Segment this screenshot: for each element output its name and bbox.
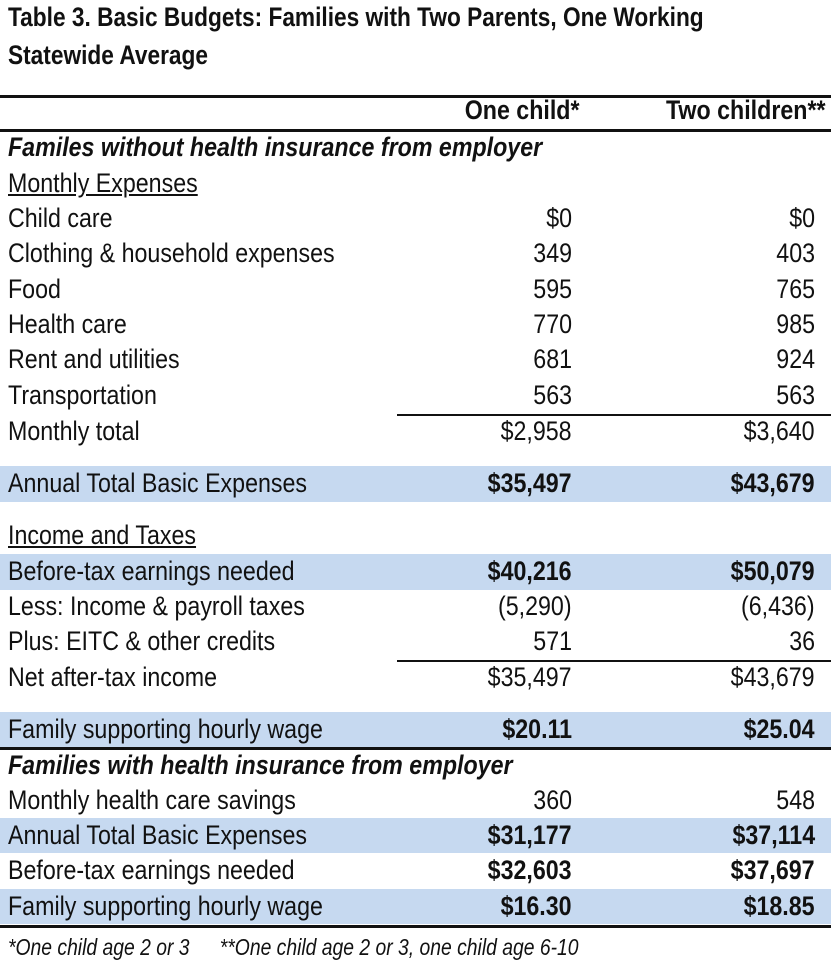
value-two-children: 563 [776, 380, 815, 410]
value-one-child: $2,958 [500, 416, 572, 446]
value-one-child: $0 [546, 203, 572, 233]
value-two-children: $37,697 [731, 855, 815, 885]
table-row-net-income: Net after-tax income $35,497 $43,679 [0, 660, 831, 695]
value-one-child: $32,603 [488, 855, 572, 885]
subtotal-rule [397, 414, 831, 416]
row-label: Plus: EITC & other credits [8, 626, 276, 656]
row-label: Transportation [8, 380, 157, 410]
row-label: Net after-tax income [8, 662, 218, 692]
table-row: Food 595 765 [0, 272, 831, 307]
table-title: Table 3. Basic Budgets: Families with Tw… [8, 2, 704, 32]
table-row: Plus: EITC & other credits 571 36 [0, 624, 831, 659]
row-label: Familes without health insurance from em… [8, 132, 543, 162]
row-label: Annual Total Basic Expenses [8, 468, 308, 498]
value-two-children: 924 [776, 344, 815, 374]
top-rule [0, 95, 831, 98]
table-row-hourly-wage: Family supporting hourly wage $20.11 $25.0… [0, 712, 831, 747]
row-label: Health care [8, 309, 127, 339]
value-one-child: $31,177 [488, 820, 572, 850]
value-one-child: 360 [533, 785, 572, 815]
table-row-annual-total-insured: Annual Total Basic Expenses $31,177 $37,11… [0, 818, 831, 853]
row-label: Monthly health care savings [8, 785, 296, 815]
row-label: Annual Total Basic Expenses [8, 820, 308, 850]
table-row: Less: Income & payroll taxes (5,290) (6,43… [0, 589, 831, 624]
subtotal-rule [397, 660, 831, 662]
row-label: Families with health insurance from empl… [8, 750, 513, 780]
value-one-child: $40,216 [488, 556, 572, 586]
subheading-income-taxes: Income and Taxes [0, 518, 831, 553]
value-two-children: $37,114 [732, 820, 815, 850]
section-heading-without-insurance: Familes without health insurance from em… [0, 130, 831, 165]
row-label: Rent and utilities [8, 344, 180, 374]
value-two-children: (6,436) [741, 591, 815, 621]
value-two-children: $50,079 [731, 556, 815, 586]
value-two-children: $0 [789, 203, 815, 233]
value-two-children: $43,679 [731, 662, 815, 692]
bottom-rule [0, 925, 831, 928]
value-two-children: 36 [789, 626, 815, 656]
row-label: Child care [8, 203, 113, 233]
value-one-child: $20.11 [502, 714, 572, 744]
value-two-children: 403 [776, 238, 815, 268]
value-one-child: 563 [533, 380, 572, 410]
value-one-child: $35,497 [488, 662, 572, 692]
table-row: Clothing & household expenses 349 403 [0, 236, 831, 271]
table-row-before-tax-insured: Before-tax earnings needed $32,603 $37,697 [0, 853, 831, 888]
header-row: One child* Two children** [0, 93, 831, 128]
row-label: Family supporting hourly wage [8, 891, 323, 921]
row-label: Less: Income & payroll taxes [8, 591, 305, 621]
table-row-annual-total: Annual Total Basic Expenses $35,497 $43,67… [0, 466, 831, 502]
value-one-child: $35,497 [488, 468, 572, 498]
footnotes: *One child age 2 or 3 **One child age 2 o… [8, 934, 609, 961]
row-label: Before-tax earnings needed [8, 855, 295, 885]
subheading-monthly-expenses: Monthly Expenses [0, 166, 831, 201]
value-one-child: (5,290) [498, 591, 572, 621]
value-one-child: 571 [533, 626, 572, 656]
value-two-children: 985 [776, 309, 815, 339]
value-one-child: 349 [533, 238, 572, 268]
value-one-child: $16.30 [500, 891, 572, 921]
value-one-child: 595 [533, 274, 572, 304]
column-header-one-child: One child* [465, 95, 580, 125]
section-rule [0, 747, 831, 750]
row-label: Family supporting hourly wage [8, 714, 323, 744]
table-row-monthly-total: Monthly total $2,958 $3,640 [0, 414, 831, 449]
row-label: Food [8, 274, 61, 304]
table-row-hourly-wage-insured: Family supporting hourly wage $16.30 $18.8… [0, 889, 831, 924]
table-row: Child care $0 $0 [0, 201, 831, 236]
row-label: Clothing & household expenses [8, 238, 335, 268]
value-one-child: 681 [533, 344, 572, 374]
row-label: Before-tax earnings needed [8, 556, 295, 586]
value-two-children: $43,679 [731, 468, 815, 498]
table-row: Health care 770 985 [0, 307, 831, 342]
footnote-two-children: **One child age 2 or 3, one child age 6-… [219, 934, 579, 960]
footnote-one-child: *One child age 2 or 3 [8, 934, 190, 960]
header-rule [0, 129, 831, 132]
table-row: Rent and utilities 681 924 [0, 342, 831, 377]
value-two-children: $3,640 [743, 416, 815, 446]
value-two-children: 765 [776, 274, 815, 304]
table-row: Monthly health care savings 360 548 [0, 783, 831, 818]
table-row-before-tax: Before-tax earnings needed $40,216 $50,079 [0, 554, 831, 590]
value-two-children: $25.04 [743, 714, 815, 744]
table-row: Transportation 563 563 [0, 378, 831, 413]
table-subtitle: Statewide Average [8, 40, 209, 70]
section-heading-with-insurance: Families with health insurance from empl… [0, 748, 831, 783]
row-label: Income and Taxes [8, 520, 197, 550]
row-label: Monthly Expenses [8, 168, 198, 198]
row-label: Monthly total [8, 416, 140, 446]
value-one-child: 770 [533, 309, 572, 339]
value-two-children: $18.85 [743, 891, 815, 921]
value-two-children: 548 [776, 785, 815, 815]
column-header-two-children: Two children** [666, 95, 826, 125]
